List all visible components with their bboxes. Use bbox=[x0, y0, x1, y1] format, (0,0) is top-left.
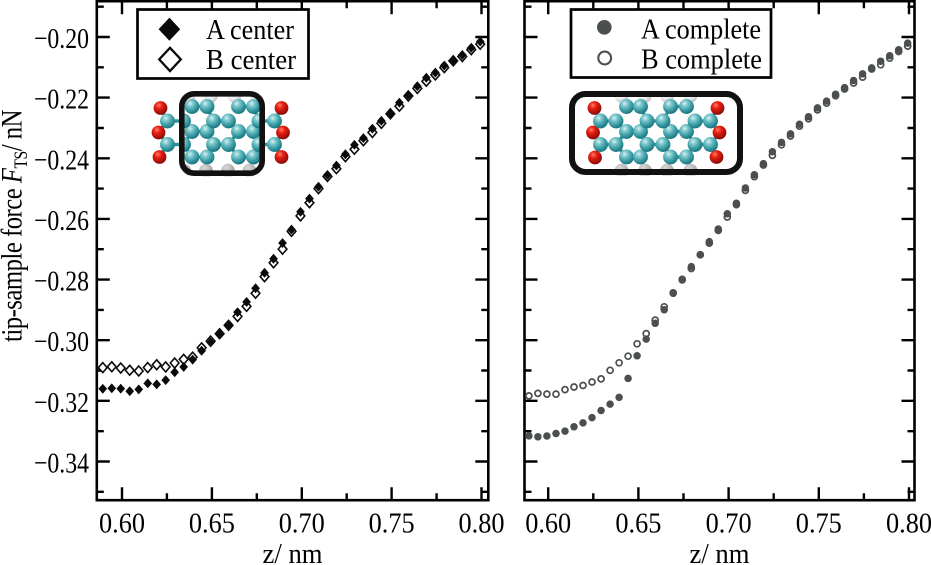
svg-text:0.70: 0.70 bbox=[279, 508, 325, 540]
svg-text:−0.30: −0.30 bbox=[34, 326, 89, 358]
svg-text:tip-sample force FTS/ nN: tip-sample force FTS/ nN bbox=[0, 110, 32, 342]
svg-text:−0.22: −0.22 bbox=[34, 84, 89, 116]
svg-text:0.75: 0.75 bbox=[796, 508, 842, 540]
svg-text:−0.20: −0.20 bbox=[34, 23, 89, 55]
svg-text:0.70: 0.70 bbox=[706, 508, 752, 540]
svg-text:0.60: 0.60 bbox=[525, 508, 571, 540]
svg-text:0.65: 0.65 bbox=[615, 508, 661, 540]
svg-text:0.60: 0.60 bbox=[99, 508, 145, 540]
svg-text:−0.34: −0.34 bbox=[34, 447, 89, 479]
svg-text:z/ nm: z/ nm bbox=[263, 539, 323, 565]
svg-text:0.80: 0.80 bbox=[886, 508, 931, 540]
svg-text:−0.26: −0.26 bbox=[34, 205, 89, 237]
svg-text:A center: A center bbox=[206, 14, 294, 46]
svg-text:0.80: 0.80 bbox=[459, 508, 505, 540]
svg-text:B center: B center bbox=[206, 44, 296, 76]
svg-text:A complete: A complete bbox=[641, 14, 761, 46]
svg-text:B complete: B complete bbox=[641, 44, 762, 76]
svg-text:z/ nm: z/ nm bbox=[690, 539, 750, 565]
svg-text:−0.28: −0.28 bbox=[34, 266, 89, 298]
svg-text:0.65: 0.65 bbox=[189, 508, 235, 540]
svg-text:−0.32: −0.32 bbox=[34, 387, 89, 419]
svg-text:0.75: 0.75 bbox=[369, 508, 415, 540]
svg-text:−0.24: −0.24 bbox=[34, 144, 89, 176]
